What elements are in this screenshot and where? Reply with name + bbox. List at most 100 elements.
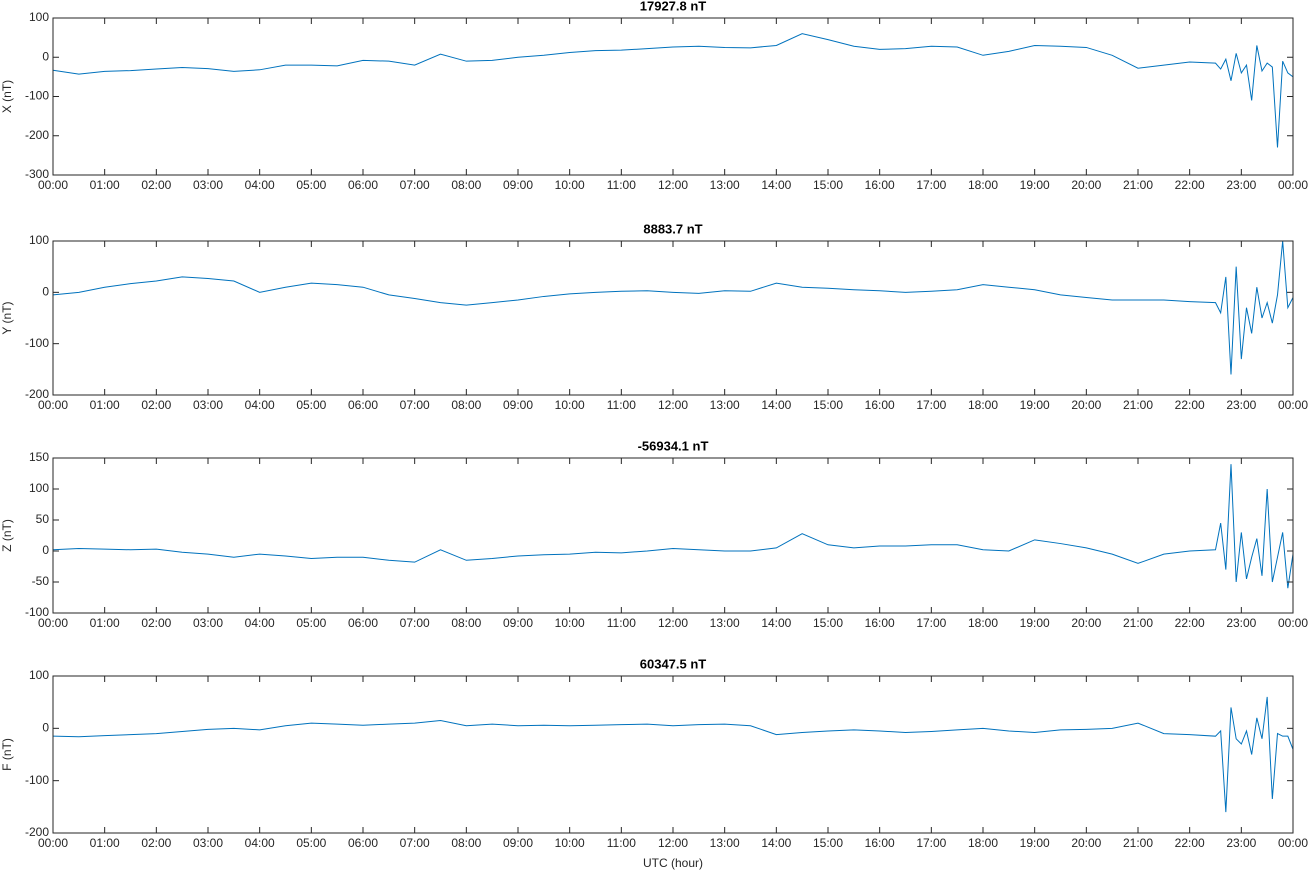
y-tick-label: -300 <box>25 167 49 181</box>
x-tick-label: 01:00 <box>90 398 120 412</box>
panel-title: 60347.5 nT <box>640 656 707 671</box>
x-tick-label: 00:00 <box>1278 616 1308 630</box>
x-tick-label: 00:00 <box>38 178 68 192</box>
y-tick-label: -200 <box>25 387 49 401</box>
data-line <box>52 33 1294 148</box>
x-tick-label: 16:00 <box>865 398 895 412</box>
x-tick-label: 14:00 <box>761 398 791 412</box>
x-tick-label: 17:00 <box>916 398 946 412</box>
x-tick-label: 15:00 <box>813 178 843 192</box>
x-tick-label: 00:00 <box>38 836 68 850</box>
x-tick-label: 12:00 <box>658 178 688 192</box>
axes-box <box>52 675 1294 834</box>
x-tick-label: 13:00 <box>710 178 740 192</box>
x-tick-label: 13:00 <box>710 398 740 412</box>
x-tick-label: 04:00 <box>245 836 275 850</box>
y-tick-label: -100 <box>25 89 49 103</box>
y-tick-label: -200 <box>25 825 49 839</box>
x-tick-label: 00:00 <box>1278 398 1308 412</box>
y-tick-label: -100 <box>25 336 49 350</box>
panel-title: -56934.1 nT <box>638 438 709 453</box>
y-axis-label: X (nT) <box>0 80 14 113</box>
x-tick-label: 23:00 <box>1226 836 1256 850</box>
x-tick-label: 10:00 <box>555 398 585 412</box>
x-tick-label: 03:00 <box>193 616 223 630</box>
x-tick-label: 21:00 <box>1123 616 1153 630</box>
x-tick-label: 20:00 <box>1071 178 1101 192</box>
x-tick-label: 11:00 <box>607 178 636 192</box>
x-tick-label: 05:00 <box>296 836 326 850</box>
x-tick-label: 18:00 <box>968 836 998 850</box>
x-tick-label: 21:00 <box>1123 836 1153 850</box>
x-tick-label: 07:00 <box>400 616 430 630</box>
x-tick-label: 09:00 <box>503 836 533 850</box>
x-tick-label: 06:00 <box>348 398 378 412</box>
x-tick-label: 19:00 <box>1020 836 1050 850</box>
x-tick-label: 22:00 <box>1175 398 1205 412</box>
x-tick-label: 20:00 <box>1071 836 1101 850</box>
x-tick-label: 22:00 <box>1175 178 1205 192</box>
x-tick-label: 12:00 <box>658 398 688 412</box>
x-tick-label: 18:00 <box>968 616 998 630</box>
x-tick-label: 18:00 <box>968 398 998 412</box>
data-line <box>52 240 1294 375</box>
y-tick-label: 100 <box>29 10 49 24</box>
x-tick-label: 11:00 <box>607 836 636 850</box>
x-tick-label: 00:00 <box>38 398 68 412</box>
x-tick-label: 10:00 <box>555 616 585 630</box>
x-tick-label: 08:00 <box>451 616 481 630</box>
y-tick-label: 150 <box>29 450 49 464</box>
x-tick-label: 15:00 <box>813 616 843 630</box>
x-tick-label: 03:00 <box>193 178 223 192</box>
x-tick-label: 03:00 <box>193 398 223 412</box>
x-tick-label: 05:00 <box>296 178 326 192</box>
x-tick-label: 23:00 <box>1226 178 1256 192</box>
x-tick-label: 08:00 <box>451 398 481 412</box>
x-tick-label: 13:00 <box>710 836 740 850</box>
y-axis-label: Z (nT) <box>0 519 14 552</box>
x-tick-label: 15:00 <box>813 836 843 850</box>
x-tick-label: 05:00 <box>296 398 326 412</box>
data-line <box>52 464 1294 589</box>
x-tick-label: 01:00 <box>90 836 120 850</box>
x-tick-label: 13:00 <box>710 616 740 630</box>
x-tick-label: 03:00 <box>193 836 223 850</box>
x-tick-label: 12:00 <box>658 616 688 630</box>
x-tick-label: 21:00 <box>1123 398 1153 412</box>
y-tick-label: -100 <box>25 773 49 787</box>
panel-title: 8883.7 nT <box>643 221 702 236</box>
x-tick-label: 16:00 <box>865 178 895 192</box>
axes-box <box>52 240 1294 396</box>
x-tick-label: 14:00 <box>761 178 791 192</box>
x-tick-label: 23:00 <box>1226 398 1256 412</box>
x-tick-label: 04:00 <box>245 616 275 630</box>
x-tick-label: 08:00 <box>451 836 481 850</box>
x-tick-label: 19:00 <box>1020 398 1050 412</box>
x-tick-label: 19:00 <box>1020 178 1050 192</box>
x-tick-label: 09:00 <box>503 178 533 192</box>
x-tick-label: 02:00 <box>141 178 171 192</box>
x-tick-label: 17:00 <box>916 616 946 630</box>
x-tick-label: 11:00 <box>607 616 636 630</box>
axes-box <box>52 17 1294 176</box>
x-tick-label: 02:00 <box>141 836 171 850</box>
x-tick-label: 00:00 <box>1278 836 1308 850</box>
y-tick-label: -50 <box>32 574 50 588</box>
y-tick-label: 0 <box>42 543 49 557</box>
x-tick-label: 02:00 <box>141 616 171 630</box>
x-tick-label: 20:00 <box>1071 398 1101 412</box>
x-tick-label: 06:00 <box>348 616 378 630</box>
x-tick-label: 21:00 <box>1123 178 1153 192</box>
x-tick-label: 01:00 <box>90 178 120 192</box>
data-line <box>52 696 1294 813</box>
y-tick-label: 0 <box>42 49 49 63</box>
x-tick-label: 15:00 <box>813 398 843 412</box>
x-tick-label: 04:00 <box>245 398 275 412</box>
y-tick-label: -100 <box>25 605 49 619</box>
x-tick-label: 07:00 <box>400 398 430 412</box>
x-tick-label: 00:00 <box>38 616 68 630</box>
x-tick-label: 16:00 <box>865 616 895 630</box>
x-tick-label: 07:00 <box>400 836 430 850</box>
y-tick-label: 100 <box>29 481 49 495</box>
